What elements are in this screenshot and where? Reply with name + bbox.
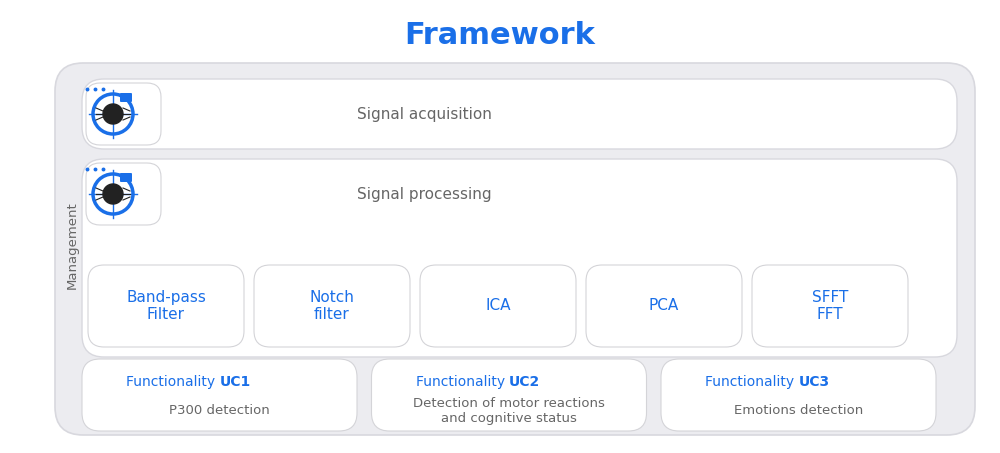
Text: SFFT
FFT: SFFT FFT <box>812 290 848 322</box>
Circle shape <box>103 184 123 204</box>
FancyBboxPatch shape <box>372 359 646 431</box>
Text: Functionality: Functionality <box>705 375 798 389</box>
FancyBboxPatch shape <box>586 265 742 347</box>
FancyBboxPatch shape <box>82 359 357 431</box>
Text: UC3: UC3 <box>798 375 830 389</box>
FancyBboxPatch shape <box>254 265 410 347</box>
Circle shape <box>103 104 123 124</box>
FancyBboxPatch shape <box>55 63 975 435</box>
Text: Signal acquisition: Signal acquisition <box>357 106 491 121</box>
FancyBboxPatch shape <box>661 359 936 431</box>
FancyBboxPatch shape <box>82 79 957 149</box>
FancyBboxPatch shape <box>752 265 908 347</box>
FancyBboxPatch shape <box>420 265 576 347</box>
Text: Emotions detection: Emotions detection <box>734 405 863 417</box>
FancyBboxPatch shape <box>86 83 161 145</box>
Text: Notch
filter: Notch filter <box>310 290 354 322</box>
FancyBboxPatch shape <box>82 159 957 357</box>
Text: Functionality: Functionality <box>416 375 509 389</box>
FancyBboxPatch shape <box>120 93 132 102</box>
Text: ICA: ICA <box>485 299 511 313</box>
Text: UC2: UC2 <box>509 375 540 389</box>
Text: Framework: Framework <box>405 20 595 49</box>
FancyBboxPatch shape <box>86 163 161 225</box>
Text: P300 detection: P300 detection <box>169 405 270 417</box>
Text: Detection of motor reactions
and cognitive status: Detection of motor reactions and cogniti… <box>413 397 605 425</box>
FancyBboxPatch shape <box>120 173 132 182</box>
Text: Band-pass
Filter: Band-pass Filter <box>126 290 206 322</box>
FancyBboxPatch shape <box>88 265 244 347</box>
Text: UC1: UC1 <box>219 375 251 389</box>
Text: Functionality: Functionality <box>126 375 219 389</box>
Text: Management: Management <box>66 201 78 289</box>
Text: PCA: PCA <box>649 299 679 313</box>
Text: Signal processing: Signal processing <box>357 187 491 202</box>
